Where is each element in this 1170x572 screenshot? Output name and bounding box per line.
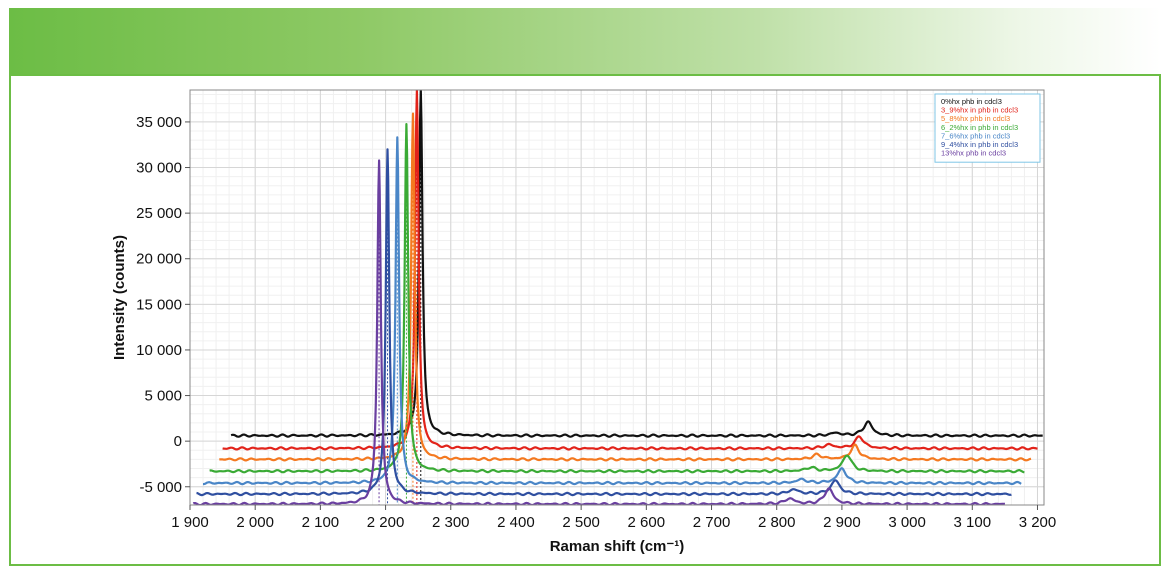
legend-entry: 9_4%hx in phb in cdcl3 bbox=[941, 140, 1018, 149]
x-tick-label: 2 400 bbox=[497, 514, 535, 531]
legend-entry: 13%hx phb in cdcl3 bbox=[941, 149, 1006, 158]
legend-box bbox=[934, 93, 1041, 163]
y-axis-label: Intensity (counts) bbox=[111, 235, 128, 360]
series-line bbox=[230, 90, 1044, 438]
x-tick-label: 2 500 bbox=[562, 514, 600, 531]
y-tick-label: -5 000 bbox=[139, 479, 182, 496]
chart-frame bbox=[9, 74, 1161, 566]
x-tick-label: 2 800 bbox=[758, 514, 796, 531]
series-layer bbox=[192, 90, 1044, 505]
x-tick-label: 2 900 bbox=[823, 514, 861, 531]
x-tick-label: 2 700 bbox=[693, 514, 731, 531]
header-banner bbox=[9, 8, 1161, 74]
y-tick-label: 10 000 bbox=[136, 342, 182, 359]
x-tick-label: 2 000 bbox=[236, 514, 274, 531]
y-tick-label: 25 000 bbox=[136, 205, 182, 222]
grid bbox=[189, 90, 1044, 505]
x-tick-label: 3 000 bbox=[888, 514, 926, 531]
y-tick-label: 5 000 bbox=[144, 388, 182, 405]
series-line bbox=[218, 112, 1032, 462]
y-tick-label: 0 bbox=[174, 433, 182, 450]
x-tick-label: 2 300 bbox=[432, 514, 470, 531]
legend-entry: 6_2%hx in phb in cdcl3 bbox=[941, 123, 1018, 132]
y-axis-ticks: -5 000 0 5 000 10 000 15 000 20 000 25 000 30 0… bbox=[136, 114, 190, 496]
series-line bbox=[196, 148, 1012, 497]
plot-area-border bbox=[189, 89, 1045, 506]
y-tick-label: 30 000 bbox=[136, 160, 182, 177]
x-tick-label: 2 600 bbox=[628, 514, 666, 531]
y-tick-label: 35 000 bbox=[136, 114, 182, 131]
series-line bbox=[202, 136, 1022, 486]
x-tick-label: 1 900 bbox=[171, 514, 209, 531]
legend-entry: 3_9%hx in phb in cdcl3 bbox=[941, 106, 1018, 115]
y-tick-label: 20 000 bbox=[136, 251, 182, 268]
legend-entry: 7_6%hx phb in cdcl3 bbox=[941, 131, 1010, 140]
series-line bbox=[192, 159, 1006, 505]
x-tick-label: 2 100 bbox=[302, 514, 340, 531]
x-tick-label: 2 200 bbox=[367, 514, 405, 531]
x-tick-label: 3 100 bbox=[954, 514, 992, 531]
legend-entry: 5_8%hx phb in cdcl3 bbox=[941, 114, 1010, 123]
x-axis-ticks: 1 900 2 000 2 100 2 200 2 300 2 400 2 500 2 600… bbox=[171, 505, 1056, 531]
x-tick-label: 3 200 bbox=[1019, 514, 1057, 531]
y-tick-label: 15 000 bbox=[136, 296, 182, 313]
series-line bbox=[222, 90, 1038, 451]
legend-entry: 0%hx phb in cdcl3 bbox=[941, 97, 1002, 106]
x-axis-label: Raman shift (cm⁻¹) bbox=[550, 538, 685, 555]
series-line bbox=[209, 122, 1025, 474]
